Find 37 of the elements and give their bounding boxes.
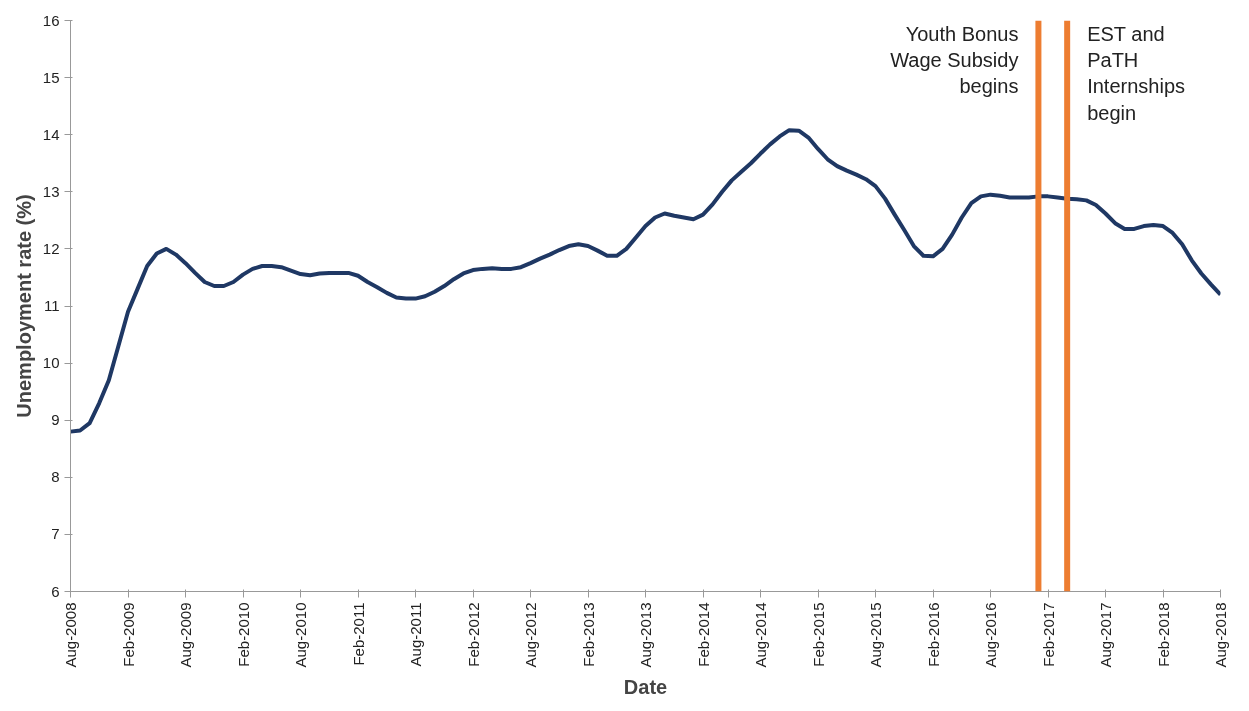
y-tick-label: 15 xyxy=(42,68,60,86)
x-tick-label: Aug-2012 xyxy=(522,602,539,668)
y-tick-label: 9 xyxy=(51,411,60,429)
x-tick-label: Feb-2017 xyxy=(1039,602,1057,667)
y-tick-label: 11 xyxy=(43,297,60,314)
x-tick-label: Feb-2011 xyxy=(349,602,367,666)
y-tick-label: 10 xyxy=(42,354,60,372)
x-tick-label: Feb-2014 xyxy=(694,602,712,667)
x-tick-label: Aug-2015 xyxy=(867,602,884,668)
y-tick-label: 12 xyxy=(42,239,60,257)
x-tick-label: Feb-2010 xyxy=(234,602,252,667)
x-tick-label: Feb-2018 xyxy=(1154,602,1172,667)
ref-line-label: EST and PaTH Internships begin xyxy=(1087,22,1186,124)
y-tick-label: 6 xyxy=(51,582,60,600)
x-tick-label: Aug-2008 xyxy=(62,602,79,668)
x-tick-label: Aug-2014 xyxy=(752,602,769,668)
x-tick-label: Feb-2009 xyxy=(119,602,137,667)
x-tick-label: Aug-2017 xyxy=(1097,602,1114,668)
y-tick-label: 14 xyxy=(42,125,60,143)
line-series xyxy=(70,128,1221,434)
x-tick-label: Feb-2012 xyxy=(464,602,482,667)
x-tick-label: Aug-2011 xyxy=(407,602,424,667)
x-tick-label: Aug-2018 xyxy=(1212,602,1229,668)
ref-line-label: Youth Bonus Wage Subsidy begins xyxy=(890,22,1019,98)
x-tick-label: Aug-2009 xyxy=(177,602,194,668)
y-axis-title: Unemployment rate (%) xyxy=(12,194,35,418)
x-tick-label: Feb-2015 xyxy=(809,602,827,667)
x-tick-label: Aug-2013 xyxy=(637,602,654,668)
y-tick-label: 8 xyxy=(51,468,60,486)
y-tick-label: 7 xyxy=(51,525,60,543)
x-axis-title: Date xyxy=(623,675,668,698)
y-tick-label: 16 xyxy=(42,11,60,29)
x-tick-label: Feb-2013 xyxy=(579,602,597,667)
x-tick-label: Feb-2016 xyxy=(924,602,942,667)
x-tick-label: Aug-2010 xyxy=(292,602,309,668)
y-tick-label: 13 xyxy=(42,182,60,200)
x-tick-label: Aug-2016 xyxy=(982,602,999,668)
